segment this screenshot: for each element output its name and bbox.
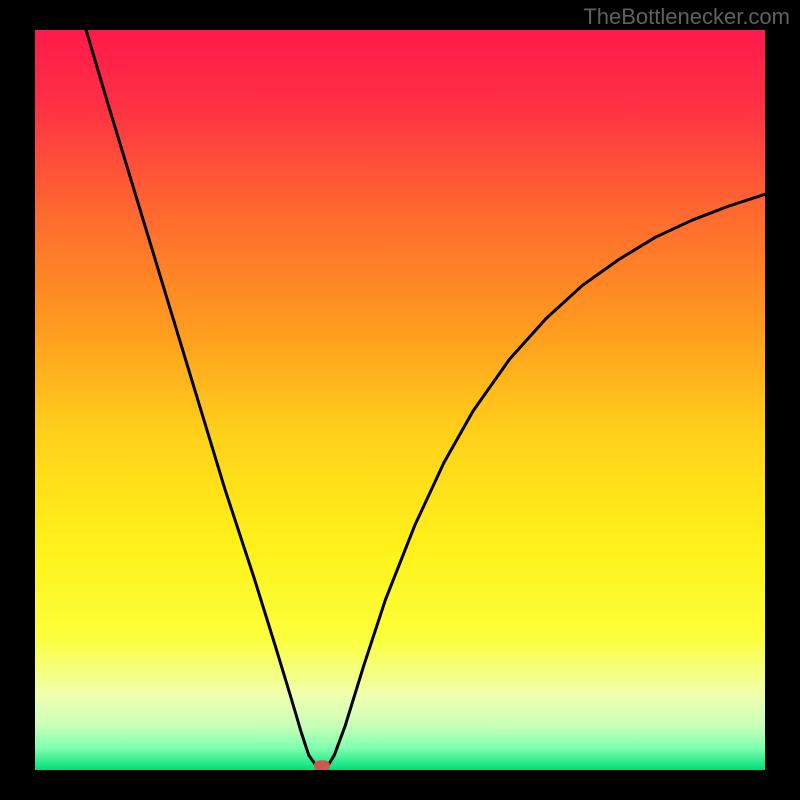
stage: TheBottlenecker.com xyxy=(0,0,800,800)
plot-area xyxy=(35,30,765,770)
watermark-text: TheBottlenecker.com xyxy=(583,4,790,30)
optimum-marker xyxy=(314,760,330,770)
bottleneck-curve xyxy=(86,30,765,767)
curve-layer xyxy=(35,30,765,770)
